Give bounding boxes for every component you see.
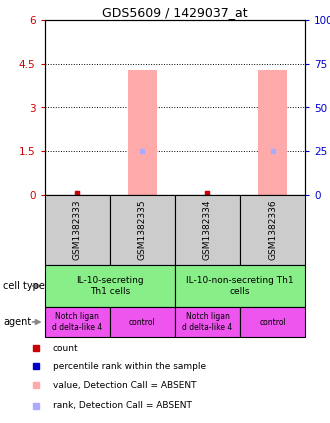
Bar <box>240 307 305 337</box>
Text: GSM1382336: GSM1382336 <box>268 200 277 260</box>
Text: GSM1382334: GSM1382334 <box>203 200 212 260</box>
Bar <box>175 307 240 337</box>
Text: agent: agent <box>3 317 32 327</box>
Bar <box>128 69 157 195</box>
Text: control: control <box>129 318 156 327</box>
Bar <box>240 195 305 265</box>
Bar <box>45 195 110 265</box>
Bar <box>110 307 175 337</box>
Text: IL-10-non-secreting Th1
cells: IL-10-non-secreting Th1 cells <box>186 276 294 296</box>
Text: count: count <box>53 343 79 353</box>
Bar <box>175 195 240 265</box>
Text: Notch ligan
d delta-like 4: Notch ligan d delta-like 4 <box>182 312 233 332</box>
Bar <box>45 265 175 307</box>
Bar <box>110 195 175 265</box>
Text: cell type: cell type <box>3 281 45 291</box>
Bar <box>45 307 110 337</box>
Text: control: control <box>259 318 286 327</box>
Text: Notch ligan
d delta-like 4: Notch ligan d delta-like 4 <box>52 312 102 332</box>
Text: value, Detection Call = ABSENT: value, Detection Call = ABSENT <box>53 381 196 390</box>
Text: GSM1382335: GSM1382335 <box>138 200 147 260</box>
Title: GDS5609 / 1429037_at: GDS5609 / 1429037_at <box>102 6 248 19</box>
Text: rank, Detection Call = ABSENT: rank, Detection Call = ABSENT <box>53 401 192 410</box>
Text: IL-10-secreting
Th1 cells: IL-10-secreting Th1 cells <box>76 276 144 296</box>
Bar <box>175 265 305 307</box>
Bar <box>258 69 287 195</box>
Text: percentile rank within the sample: percentile rank within the sample <box>53 362 206 371</box>
Text: GSM1382333: GSM1382333 <box>73 200 82 260</box>
